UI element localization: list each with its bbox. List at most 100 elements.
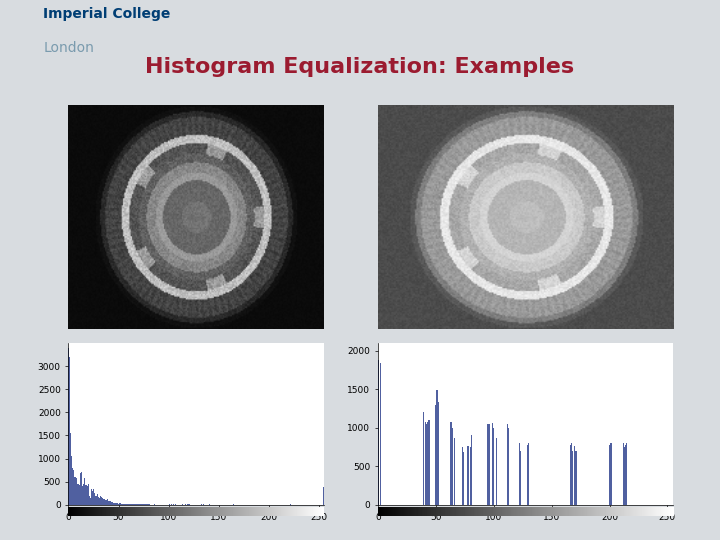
Bar [130,504,131,505]
Bar [450,422,451,505]
Bar [623,443,624,505]
Text: Histogram Equalization: Examples: Histogram Equalization: Examples [145,57,575,77]
Bar [672,445,674,505]
Bar [145,504,146,505]
Bar [107,499,108,505]
Bar [571,443,572,505]
Bar [131,504,132,505]
Bar [73,470,74,505]
Bar [379,363,381,505]
Bar [471,435,472,505]
Bar [572,451,573,505]
Bar [116,503,117,505]
Bar [102,498,103,505]
Bar [147,504,148,505]
Bar [487,424,489,505]
Bar [137,504,138,505]
Bar [83,484,84,505]
Bar [85,485,86,505]
Bar [142,504,143,505]
Bar [462,447,463,505]
Bar [570,445,571,505]
Bar [134,504,135,505]
Bar [121,504,122,505]
Bar [323,487,325,505]
Bar [140,504,141,505]
Bar [92,491,93,505]
Bar [120,503,121,505]
Bar [468,446,469,505]
Bar [94,494,95,505]
Bar [69,357,70,505]
Bar [171,504,172,505]
Bar [91,489,92,505]
Bar [105,500,106,505]
Bar [86,485,87,505]
Bar [609,445,610,505]
Bar [71,456,72,505]
Bar [149,504,150,505]
Bar [508,428,509,505]
Bar [74,477,75,505]
Bar [129,504,130,505]
Bar [119,503,120,505]
Bar [98,497,99,505]
Bar [143,504,144,505]
Bar [113,503,114,505]
Bar [520,451,521,505]
Bar [122,504,123,505]
Bar [189,504,190,505]
Bar [104,500,105,505]
Bar [133,504,134,505]
Bar [428,420,430,505]
Bar [99,498,100,505]
Bar [454,438,455,505]
Bar [175,504,176,505]
Bar [96,496,97,505]
Bar [72,468,73,505]
Bar [75,477,76,505]
Bar [489,424,490,505]
Bar [68,348,69,505]
Bar [467,446,468,505]
Bar [101,497,102,505]
Bar [115,503,116,505]
Bar [492,423,493,505]
Bar [426,424,427,505]
Bar [89,496,90,505]
Bar [106,500,107,505]
Bar [625,445,626,505]
Bar [470,447,471,505]
Bar [70,433,71,505]
Bar [493,428,495,505]
Bar [436,390,438,505]
Bar [117,503,118,505]
Bar [527,445,528,505]
Bar [507,424,508,505]
Bar [110,501,111,505]
Bar [425,422,426,505]
Bar [79,485,80,505]
Bar [114,503,115,505]
Bar [125,504,126,505]
Bar [109,501,110,505]
Bar [575,451,577,505]
Bar [77,484,78,505]
Bar [624,447,625,505]
Bar [427,422,428,505]
Bar [124,503,125,505]
Bar [126,504,127,505]
Bar [103,499,104,505]
Bar [81,471,82,505]
Bar [518,443,520,505]
Bar [451,428,453,505]
Text: London: London [43,42,94,56]
Bar [108,501,109,505]
Bar [377,360,379,505]
Bar [463,453,464,505]
Bar [139,504,140,505]
Text: Imperial College: Imperial College [43,7,171,21]
Bar [82,486,83,505]
Bar [88,484,89,505]
Bar [127,504,128,505]
